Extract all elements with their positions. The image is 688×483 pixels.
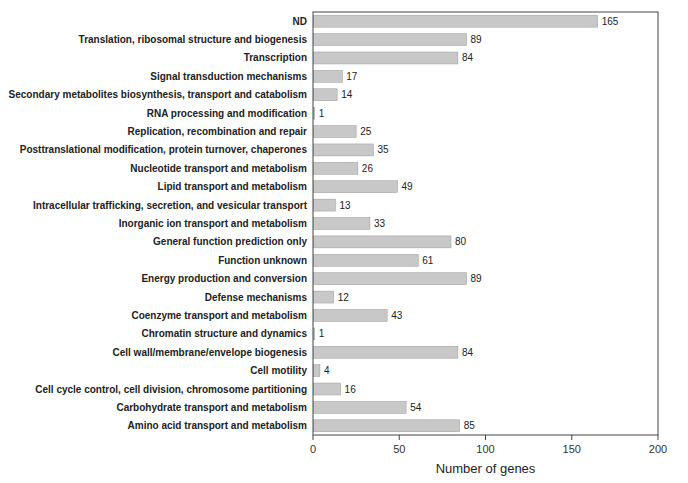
category-label: Posttranslational modification, protein … [20,144,308,155]
x-axis: 0 50 100 150 200 [310,435,667,455]
category-label: Inorganic ion transport and metabolism [119,218,307,229]
bar [313,254,418,266]
data-label: 43 [391,310,403,321]
category-label: Secondary metabolites biosynthesis, tran… [9,89,308,100]
bar [313,15,598,27]
category-label: Nucleotide transport and metabolism [130,163,307,174]
category-label: Chromatin structure and dynamics [141,328,307,339]
data-label: 25 [360,126,372,137]
data-label: 4 [324,365,330,376]
x-axis-label: Number of genes [436,461,536,476]
data-label: 35 [377,144,389,155]
category-label: ND [293,16,307,27]
category-label: Cell cycle control, cell division, chrom… [35,384,307,395]
data-label: 84 [462,52,474,63]
data-label: 49 [402,181,414,192]
data-label: 16 [345,384,357,395]
bar [313,218,370,230]
bar [313,420,460,432]
category-label: Replication, recombination and repair [128,126,308,137]
category-label: Translation, ribosomal structure and bio… [79,34,308,45]
category-label: Intracellular trafficking, secretion, an… [33,200,308,211]
category-label: Transcription [244,52,307,63]
bar [313,52,458,64]
bar [313,34,467,46]
category-label: Coenzyme transport and metabolism [131,310,307,321]
category-labels: ND Translation, ribosomal structure and b… [9,16,308,432]
x-tick-label: 50 [393,443,405,455]
data-label: 17 [346,71,358,82]
x-tick [399,435,400,440]
category-label: Energy production and conversion [141,273,307,284]
data-label: 84 [462,347,474,358]
data-label: 26 [362,163,374,174]
data-label: 12 [338,292,350,303]
category-label: Carbohydrate transport and metabolism [116,402,307,413]
category-label: General function prediction only [153,236,307,247]
category-label: Cell motility [250,365,307,376]
data-label: 89 [471,34,483,45]
bar [313,89,337,101]
bar [313,126,356,138]
category-label: Amino acid transport and metabolism [128,420,308,431]
category-label: Lipid transport and metabolism [158,181,308,192]
bars [313,15,598,432]
data-label: 14 [341,89,353,100]
data-label: 1 [319,108,325,119]
x-tick-label: 100 [476,443,494,455]
category-label: Signal transduction mechanisms [150,71,307,82]
data-label: 1 [319,328,325,339]
category-label: Function unknown [218,255,307,266]
bar [313,309,387,321]
bar [313,273,467,285]
chart: ND Translation, ribosomal structure and b… [0,0,688,483]
category-label: RNA processing and modification [147,108,307,119]
plot-frame [313,12,658,435]
x-tick-label: 200 [649,443,667,455]
x-tick-label: 150 [563,443,581,455]
bar [313,236,451,248]
bar [313,346,458,358]
data-label: 85 [464,420,476,431]
data-labels: 165 89 84 17 14 1 25 3526 49 13 33 80 61 89 12 43 1 84 4 16… [319,16,619,432]
x-tick [571,435,572,440]
x-tick [485,435,486,440]
bar [313,199,335,211]
x-tick [658,435,659,440]
x-tick [313,435,314,440]
bar [313,291,334,303]
data-label: 165 [602,16,619,27]
data-label: 80 [455,236,467,247]
bar [313,181,398,193]
data-label: 89 [471,273,483,284]
bar [313,401,406,413]
category-label: Cell wall/membrane/envelope biogenesis [112,347,307,358]
bar [313,365,320,377]
bar [313,383,341,395]
category-label: Defense mechanisms [205,292,308,303]
data-label: 33 [374,218,386,229]
bar [313,144,373,156]
data-label: 13 [339,200,351,211]
bar [313,162,358,174]
bar [313,70,342,82]
data-label: 61 [422,255,434,266]
x-tick-label: 0 [310,443,316,455]
chart-container: ND Translation, ribosomal structure and b… [0,0,688,483]
data-label: 54 [410,402,422,413]
